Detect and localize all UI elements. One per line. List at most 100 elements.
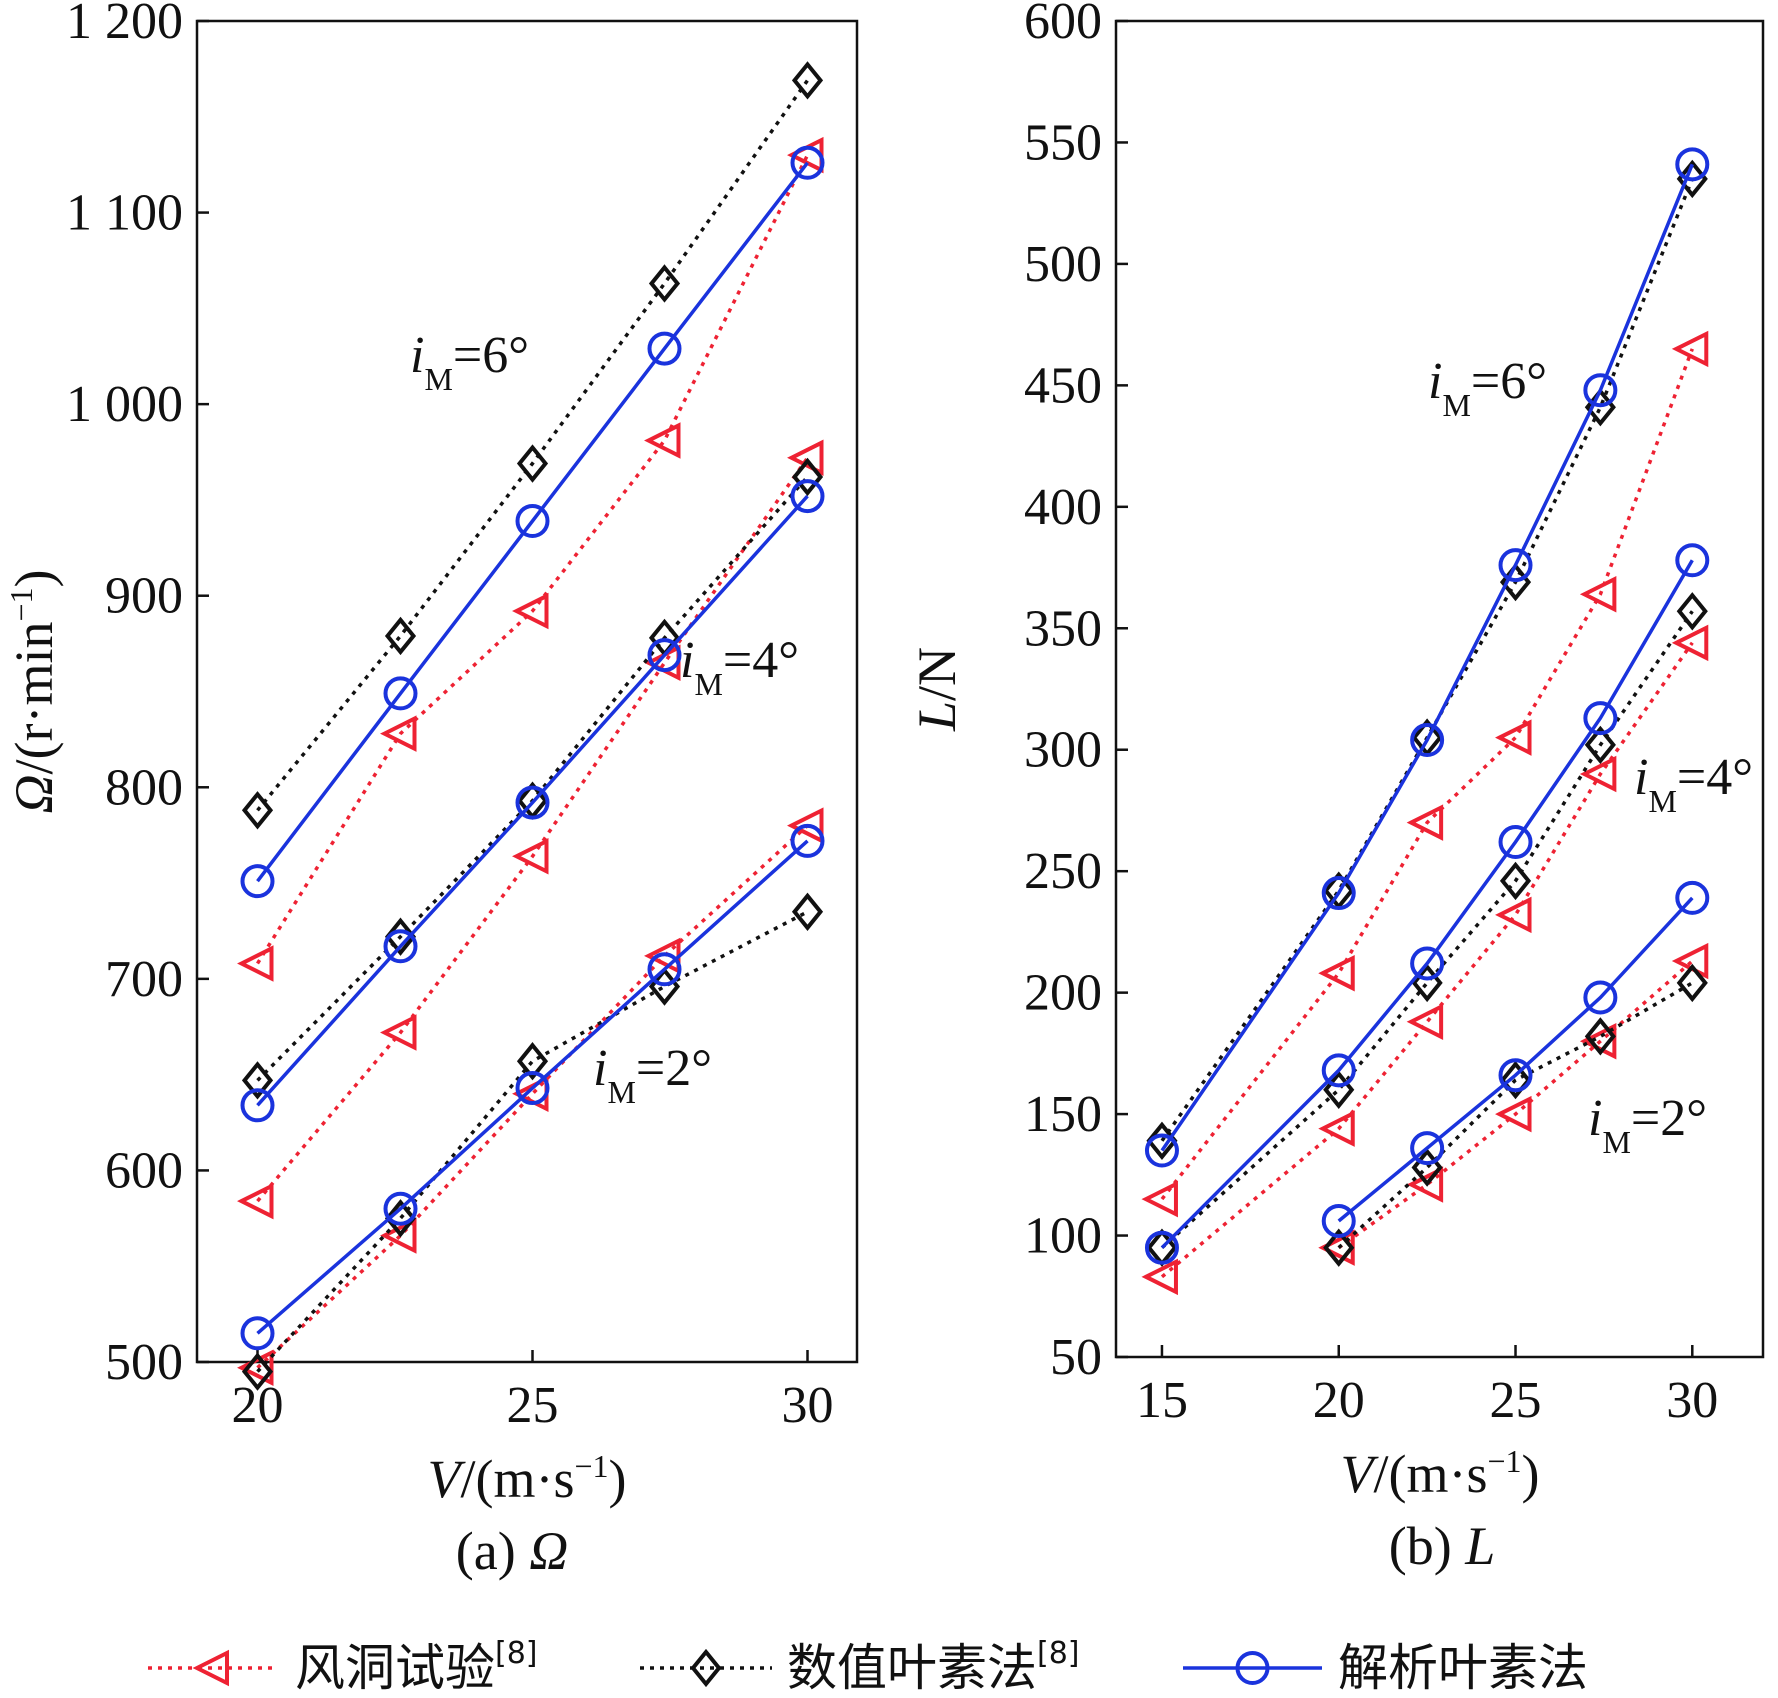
y-axis-exponent: −1	[3, 587, 39, 621]
y-tick-label: 600	[1024, 0, 1102, 50]
caption-symbol: L	[1464, 1516, 1495, 1576]
data-point	[1671, 330, 1709, 368]
y-axis-label: L/N	[907, 647, 967, 732]
y-axis-unit: /(r·min	[4, 622, 64, 775]
series-line	[256, 475, 809, 1082]
data-point	[1144, 1230, 1179, 1265]
data-point	[1671, 624, 1709, 662]
y-tick-label: 800	[105, 759, 183, 816]
data-point	[1406, 804, 1444, 841]
data-point	[647, 952, 682, 987]
legend-label-text: 风洞试验	[295, 1639, 495, 1697]
group-annotation: iM=2°	[593, 1040, 712, 1110]
y-tick-label: 350	[1024, 600, 1102, 657]
data-point	[380, 1014, 417, 1051]
data-point	[1498, 548, 1533, 583]
data-point	[790, 823, 825, 858]
annotation-value: =4°	[1677, 749, 1753, 806]
annotation-sub: M	[1442, 387, 1470, 423]
annotation-sub: M	[424, 361, 452, 397]
data-point	[1498, 1058, 1533, 1093]
series-group-1	[237, 61, 825, 982]
data-point	[1676, 592, 1708, 631]
x-tick-label: 15	[1136, 1372, 1188, 1429]
plot-frame	[1114, 19, 1765, 1359]
annotation-value: =4°	[723, 632, 799, 689]
caption-symbol: Ω	[529, 1521, 568, 1581]
annotation-sub: M	[1648, 783, 1676, 819]
data-point	[1499, 1060, 1532, 1100]
annotation-base: i	[1588, 1090, 1602, 1147]
data-point	[1583, 373, 1618, 408]
x-axis-close: )	[609, 1449, 627, 1509]
legend-marker	[192, 1649, 229, 1687]
data-point	[1495, 896, 1532, 934]
caption-prefix: (b)	[1389, 1516, 1465, 1576]
data-point	[1583, 980, 1618, 1015]
series-line	[1337, 896, 1694, 1223]
legend-label: 解析叶素法	[1338, 1639, 1588, 1697]
x-tick-label: 25	[507, 1377, 559, 1434]
data-point	[648, 264, 681, 303]
chart-panel-b: 50 100 150 200 250 300 350 400 450 500 550 600 15 20 2…	[907, 0, 1765, 1576]
data-point	[515, 785, 550, 820]
data-point	[647, 638, 682, 673]
data-point	[241, 1352, 274, 1391]
data-point	[1141, 1180, 1178, 1218]
x-axis-label: V/(m·s−1)	[427, 1448, 626, 1509]
group-annotation: iM=4°	[1634, 749, 1753, 819]
group-annotation: iM=6°	[410, 327, 529, 397]
data-point	[237, 1349, 274, 1386]
data-point	[1676, 963, 1708, 1003]
y-tick-label: 100	[1024, 1208, 1102, 1265]
group-annotation: iM=6°	[1428, 353, 1547, 423]
data-point	[1495, 719, 1532, 756]
data-point	[1318, 1110, 1355, 1147]
y-tick-label: 1 200	[66, 0, 183, 50]
legend-label-text: 解析叶素法	[1338, 1639, 1588, 1697]
y-tick-label: 200	[1024, 965, 1102, 1022]
legend-marker	[1235, 1651, 1270, 1685]
series-line	[256, 456, 809, 1203]
data-point	[515, 1071, 550, 1106]
annotation-base: i	[1634, 749, 1648, 806]
annotation-value: =6°	[453, 327, 529, 384]
data-point	[240, 1088, 275, 1123]
x-tick-label: 30	[1666, 1372, 1718, 1429]
data-point	[237, 1182, 274, 1220]
series-line	[1160, 163, 1694, 1152]
x-tick-label: 25	[1490, 1372, 1542, 1429]
legend-label-text: 数值叶素法	[787, 1639, 1037, 1697]
y-axis-label: Ω/(r·min−1)	[3, 569, 64, 813]
data-point	[1579, 755, 1617, 793]
data-point	[1410, 1131, 1445, 1166]
y-tick-label: 900	[105, 568, 183, 625]
x-axis-symbol: V	[1340, 1444, 1379, 1504]
data-point	[787, 807, 824, 844]
data-point	[237, 945, 274, 982]
annotation-base: i	[680, 632, 694, 689]
series-line	[1160, 348, 1694, 1201]
data-point	[1144, 1133, 1179, 1168]
data-point	[1675, 880, 1710, 915]
data-point	[241, 791, 274, 830]
legend-item: 风洞试验[8]	[148, 1636, 538, 1697]
data-point	[384, 1199, 417, 1238]
data-point	[240, 864, 275, 899]
caption-prefix: (a)	[456, 1521, 529, 1581]
data-point	[647, 331, 682, 366]
series-line	[1337, 959, 1694, 1250]
data-point	[1676, 159, 1708, 199]
y-tick-label: 1 000	[66, 376, 183, 433]
data-point	[1323, 1228, 1355, 1267]
data-point	[1675, 543, 1710, 578]
y-tick-label: 1 100	[66, 185, 183, 242]
series-line	[1160, 641, 1694, 1279]
data-point	[790, 479, 825, 514]
annotation-sub: M	[607, 1074, 635, 1110]
y-tick-label: 450	[1024, 357, 1102, 414]
series-line	[256, 154, 810, 965]
data-point	[787, 439, 824, 477]
